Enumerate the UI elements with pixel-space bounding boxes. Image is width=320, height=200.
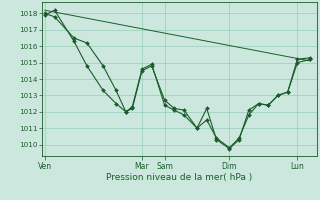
X-axis label: Pression niveau de la mer( hPa ): Pression niveau de la mer( hPa ) <box>106 173 252 182</box>
